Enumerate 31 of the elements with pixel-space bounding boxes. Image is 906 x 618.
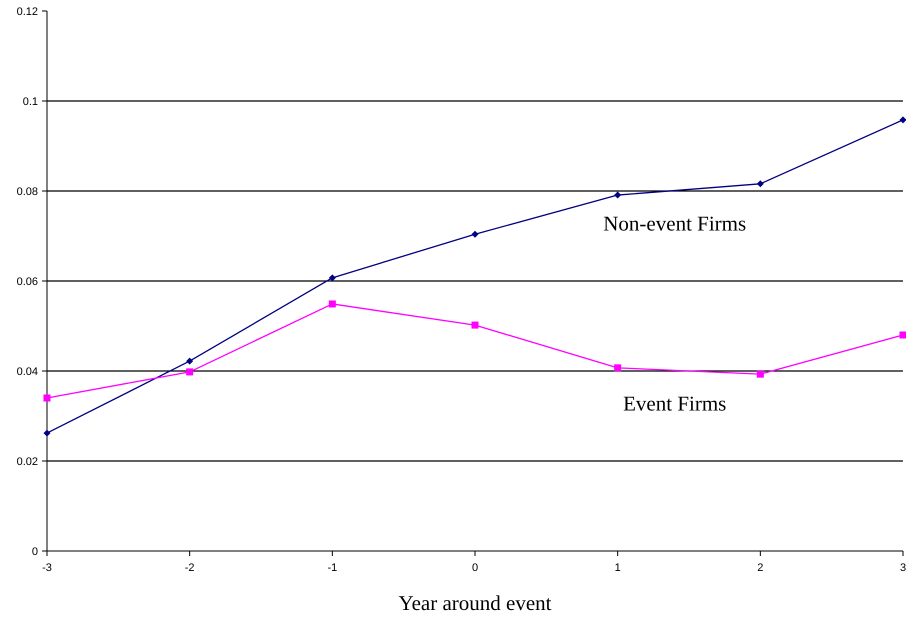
y-tick-label: 0.04 bbox=[16, 366, 38, 378]
x-tick-label: -1 bbox=[327, 562, 338, 574]
point bbox=[756, 180, 764, 188]
point bbox=[614, 192, 622, 199]
point bbox=[44, 430, 50, 437]
point bbox=[472, 322, 478, 329]
point bbox=[900, 332, 906, 338]
point bbox=[472, 230, 478, 238]
x-tick-label: 1 bbox=[614, 562, 621, 574]
y-tick-label: 0.1 bbox=[22, 96, 38, 108]
y-tick-label: 0.06 bbox=[16, 276, 38, 288]
x-axis-title: Year around event bbox=[398, 591, 552, 615]
y-tick-label: 0.02 bbox=[16, 456, 38, 468]
series-label: Non-event Firms bbox=[603, 212, 746, 236]
point bbox=[186, 358, 194, 365]
y-tick-label: 0.12 bbox=[16, 6, 38, 18]
series-label: Event Firms bbox=[623, 391, 726, 416]
point bbox=[328, 274, 336, 282]
point bbox=[756, 370, 764, 378]
y-tick-label: 0.08 bbox=[16, 186, 38, 198]
x-tick-label: 0 bbox=[472, 562, 478, 574]
point bbox=[44, 394, 50, 402]
x-tick-label: -2 bbox=[184, 562, 195, 574]
point bbox=[328, 300, 336, 308]
y-tick-label: 0 bbox=[32, 546, 38, 558]
x-tick-label: 2 bbox=[757, 562, 764, 574]
x-tick-label: -3 bbox=[42, 562, 52, 574]
point bbox=[614, 364, 622, 372]
x-tick-label: 3 bbox=[900, 562, 906, 574]
point bbox=[900, 116, 906, 124]
point bbox=[186, 368, 194, 376]
